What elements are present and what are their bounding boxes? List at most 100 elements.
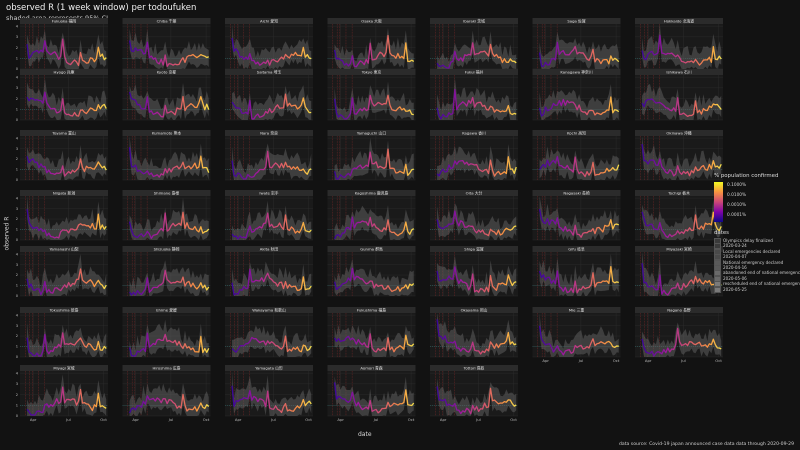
facet-label: Saitama 埼玉 [257,69,282,74]
facet-label: Tokushima 徳島 [49,307,79,312]
facet-panel [532,24,621,69]
facet-panel [327,313,416,357]
y-tick-label: 2 [16,393,18,397]
facet-panel [20,196,108,240]
ci-band [129,260,209,296]
y-tick-label: 2 [16,97,18,101]
facet-strip [635,69,723,75]
r-series-line [333,35,415,68]
facet-strip [430,130,518,136]
facet-label: Kagawa 香川 [462,130,486,135]
r-series-line [641,34,722,66]
ci-band [539,146,619,180]
y-tick-label: 2 [16,157,18,161]
x-tick-label: Jul [65,417,71,422]
ci-band [334,376,414,416]
x-tick-label: Jul [270,417,276,422]
facet-panel [532,75,621,120]
facet-strip [122,18,211,24]
y-tick-label: 0 [16,67,19,71]
facet-strip [20,307,108,313]
y-tick-label: 3 [16,324,18,328]
facet-label: Kumamoto 熊本 [152,130,182,135]
x-tick-label: Oct [408,417,415,422]
y-tick-label: 3 [16,86,18,90]
r-series-line [538,96,620,117]
facet-label: Nagasaki 長崎 [563,190,589,195]
facet-strip [327,18,416,24]
facet-label: Osaka 大阪 [361,18,382,23]
facet-strip [122,307,211,313]
facet-strip [225,307,313,313]
legend-date-text: rescheduled end of national emergency [723,281,800,287]
facet-label: Nagano 長野 [667,307,691,312]
r-series-line [333,267,415,293]
facet-strip [430,69,518,75]
facet-strip [225,190,313,196]
r-series-line [436,210,517,237]
facet-strip [20,18,108,24]
facet-label: Miyazaki 宮崎 [666,246,691,251]
facet-strip [20,365,108,371]
facet-strip [532,246,621,252]
r-series-line [538,41,620,67]
facet-panel [430,75,518,120]
ci-band [642,83,722,120]
y-tick-label: 4 [16,24,19,28]
r-series-line [538,265,619,294]
y-tick-label: 3 [16,382,18,386]
ci-band [334,325,414,357]
legend-date-text: 2020-05-06 [723,275,747,281]
facet-label: Aichi 愛知 [260,18,278,23]
facet-strip [430,307,518,313]
facet-panel [225,252,313,296]
ci-band [334,27,414,70]
facet-strip [225,246,313,252]
facet-label: Nara 奈良 [260,130,278,135]
facet-strip [225,130,313,136]
y-tick-label: 4 [16,75,19,79]
facet-panel [532,313,621,357]
facet-label: Miyagi 宮城 [53,365,74,370]
facet-strip [20,69,108,75]
r-series-line [436,88,517,120]
r-series-line [231,150,312,180]
facet-label: Hyogo 兵庫 [54,69,75,74]
y-tick-label: 0 [16,178,19,182]
data-source-caption: data source: Covid-19 japan announced ca… [619,442,794,447]
facet-strip [20,190,108,196]
x-tick-label: Oct [203,417,210,422]
x-tick-label: Oct [100,417,107,422]
ci-band [437,255,517,296]
r-series-line [26,386,107,416]
r-series-line [26,156,107,177]
r-series-line [539,156,620,178]
facet-strip [122,130,211,136]
ci-band [232,85,312,120]
y-tick-label: 4 [16,196,19,200]
facet-panel [122,196,211,240]
ci-band [437,203,517,240]
facet-strip [635,190,723,196]
y-tick-label: 0 [16,118,19,122]
ci-band [642,136,722,180]
r-series-line [436,42,517,69]
r-series-line [231,335,312,353]
facet-strip [635,246,723,252]
x-tick-label: Oct [510,417,517,422]
facet-label: Saga 佐賀 [567,18,585,23]
facet-label: Yamaguchi 山口 [357,130,387,135]
facet-label: Wakayama 和歌山 [252,307,286,312]
facet-panel [327,75,416,120]
x-tick-label: Apr [132,417,139,422]
ci-band [232,24,312,69]
r-series-line [128,393,210,414]
y-tick-label: 4 [16,252,19,256]
x-tick-label: Apr [440,417,447,422]
y-tick-label: 0 [16,355,19,359]
r-series-line [26,209,107,239]
facet-strip [430,365,518,371]
y-tick-label: 0 [16,238,19,242]
y-tick-label: 0 [16,294,19,298]
x-tick-label: Apr [30,417,37,422]
